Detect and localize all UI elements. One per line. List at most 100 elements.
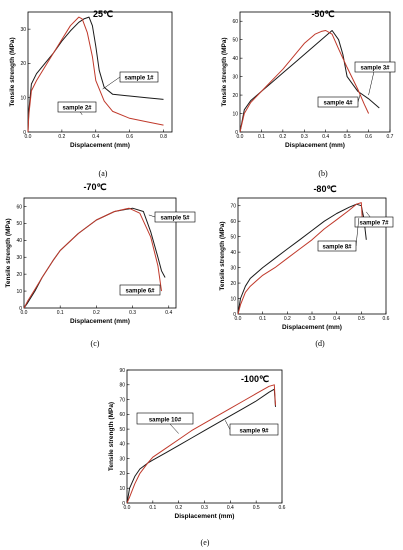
plot-frame [23, 197, 177, 309]
x-tick-label: 0.4 [165, 310, 172, 316]
series-line-sample10 [126, 384, 276, 504]
annotation-box [119, 284, 161, 296]
annotation-box [136, 412, 194, 425]
annotation-box [119, 71, 159, 83]
annotation-label: sample 8# [322, 244, 352, 250]
x-tick-label: 0.7 [387, 134, 394, 140]
series-line-sample1 [27, 16, 164, 133]
annotation-label: sample 9# [239, 428, 269, 434]
y-tick-label: 50 [16, 221, 22, 227]
y-tick-label: 0 [235, 130, 238, 136]
y-tick-label: 30 [119, 456, 125, 462]
y-tick-label: 70 [119, 397, 125, 403]
panel-label: (c) [91, 339, 100, 348]
x-tick-label: 0.8 [160, 134, 167, 140]
y-tick-label: 40 [119, 442, 125, 448]
y-tick-label: 60 [16, 204, 22, 210]
y-tick-label: 40 [16, 238, 22, 244]
y-tick-label: 40 [230, 250, 236, 256]
chart-title: -50℃ [311, 9, 334, 19]
series-line-sample9 [126, 388, 276, 504]
y-axis-label: Tensile strength (MPa) [108, 402, 115, 471]
x-tick-label: 0.0 [237, 134, 244, 140]
chart-panel-5: 0.0 0.1 0.2 0.3 0.4 0.5 0.6 0 10 20 30 40 50 60 70 80 90… [108, 368, 286, 547]
chart-title: -100℃ [241, 374, 269, 384]
x-tick-label: 0.2 [58, 134, 65, 140]
y-tick-label: 80 [119, 383, 125, 389]
annotation-label: sample 2# [62, 105, 92, 111]
y-tick-label: 30 [230, 265, 236, 271]
annotation-label: sample 3# [360, 65, 390, 71]
y-tick-label: 30 [16, 255, 22, 261]
series-line-sample2 [27, 16, 164, 133]
y-tick-label: 60 [230, 219, 236, 225]
x-tick-label: 0.2 [284, 316, 291, 322]
x-tick-label: 0.3 [309, 316, 316, 322]
x-tick-label: 0.2 [93, 310, 100, 316]
annotation-label: sample 6# [125, 288, 155, 294]
x-tick-label: 0.0 [25, 134, 32, 140]
series-line-sample4 [239, 30, 370, 133]
y-tick-label: 0 [19, 306, 22, 312]
panel-label: (a) [99, 169, 108, 178]
y-tick-label: 10 [232, 111, 238, 117]
annotation-leader [357, 95, 361, 103]
x-axis-label: Displacement (mm) [70, 318, 130, 325]
annotation-label: sample 1# [124, 75, 154, 81]
annotation-label: sample 10# [149, 417, 182, 423]
annotation-box [57, 101, 97, 113]
y-tick-label: 10 [119, 486, 125, 492]
x-tick-label: 0.0 [235, 316, 242, 322]
y-tick-label: 20 [16, 272, 22, 278]
series-line-sample8 [237, 202, 364, 315]
y-axis-label: Tensile strength (MPa) [219, 221, 226, 290]
y-tick-label: 0 [233, 312, 236, 318]
panel-label: (e) [201, 538, 210, 547]
x-tick-label: 0.0 [21, 310, 28, 316]
y-axis-label: Tensile strength (MPa) [9, 37, 16, 106]
x-tick-label: 0.6 [279, 505, 286, 511]
x-tick-label: 0.3 [301, 134, 308, 140]
annotation-label: sample 4# [323, 100, 353, 106]
x-tick-label: 0.2 [175, 505, 182, 511]
x-axis-label: Displacement (mm) [175, 513, 235, 520]
chart-panel-3: 0.0 0.1 0.2 0.3 0.4 0 10 20 30 40 50 60 Displacement… [5, 182, 196, 348]
y-tick-label: 60 [232, 19, 238, 25]
y-tick-label: 20 [119, 471, 125, 477]
x-tick-label: 0.2 [279, 134, 286, 140]
x-tick-label: 0.5 [358, 316, 365, 322]
x-tick-label: 0.6 [365, 134, 372, 140]
panel-label: (d) [315, 339, 325, 348]
x-axis-label: Displacement (mm) [70, 142, 130, 149]
annotation-leader [148, 214, 156, 218]
annotation-box [354, 61, 396, 73]
x-tick-label: 0.4 [92, 134, 99, 140]
annotation-box [154, 211, 196, 223]
annotation-label: sample 7# [359, 220, 389, 226]
y-tick-label: 50 [119, 427, 125, 433]
chart-title: -80℃ [313, 184, 336, 194]
annotation-box [317, 96, 359, 108]
y-tick-label: 20 [230, 281, 236, 287]
x-tick-label: 0.0 [124, 505, 131, 511]
y-tick-label: 20 [232, 93, 238, 99]
chart-panel-1: 0.0 0.2 0.4 0.6 0.8 0 10 20 30 Displacement (mm) T… [9, 9, 173, 178]
y-tick-label: 60 [119, 412, 125, 418]
x-tick-label: 0.4 [322, 134, 329, 140]
y-tick-label: 10 [16, 289, 22, 295]
y-tick-label: 30 [20, 27, 26, 33]
y-tick-label: 50 [230, 234, 236, 240]
y-axis-label: Tensile strength (MPa) [221, 37, 228, 106]
annotation-leader [102, 76, 121, 90]
x-axis-label: Displacement (mm) [285, 142, 345, 149]
panel-label: (b) [318, 169, 328, 178]
chart-panel-4: 0.0 0.1 0.2 0.3 0.4 0.5 0.6 0 10 20 30 40 50 60 70 Disp… [219, 184, 394, 348]
chart-title: 25℃ [93, 9, 113, 19]
annotation-leader [355, 218, 360, 247]
y-tick-label: 90 [119, 368, 125, 374]
plot-frame [126, 369, 283, 504]
annotation-box [317, 240, 357, 252]
series-line-sample7 [237, 203, 367, 315]
annotation-box [354, 216, 394, 228]
